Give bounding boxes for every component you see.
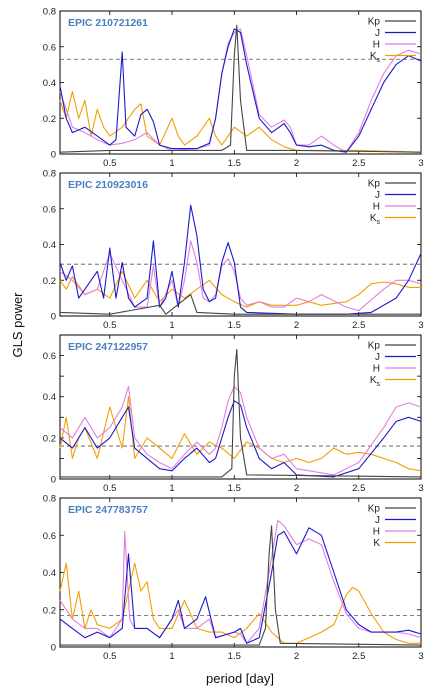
y-tick-label: 0.4 — [43, 240, 56, 251]
legend-label: Ks — [370, 213, 381, 226]
x-tick-label: 0.5 — [103, 158, 116, 169]
x-tick-label: 2.5 — [352, 651, 365, 662]
legend-label: J — [375, 515, 380, 526]
x-tick-label: 2 — [294, 651, 299, 662]
x-tick-label: 0.5 — [103, 320, 116, 331]
y-tick-label: 0.2 — [43, 114, 56, 125]
y-axis-label: GLS power — [10, 292, 25, 358]
x-tick-label: 3 — [418, 651, 423, 662]
y-tick-label: 0.8 — [43, 7, 56, 18]
series-kp-line — [59, 24, 422, 153]
y-tick-label: 0 — [51, 643, 56, 654]
series-j-line — [59, 527, 422, 644]
series-j-line — [59, 204, 422, 315]
panel-title: EPIC 210923016 — [68, 179, 148, 191]
legend-label: Ks — [370, 375, 381, 388]
series-j-line — [59, 28, 422, 153]
panel-3: 0 0.2 0.4 0.6 0.5 1 1.5 2 2.5 3 EPIC 247122957 KpJH… — [43, 334, 424, 494]
x-tick-label: 2.5 — [352, 158, 365, 169]
series-h-line — [59, 385, 422, 476]
legend-label: J — [375, 190, 380, 201]
x-tick-label: 1.5 — [228, 651, 241, 662]
y-tick-label: 0 — [51, 312, 56, 323]
series-ks-line — [59, 90, 422, 153]
y-tick-label: 0.4 — [43, 392, 56, 403]
series-h-line — [59, 240, 422, 312]
x-tick-label: 1 — [169, 320, 174, 331]
series-k-line — [59, 562, 421, 644]
legend-label: H — [373, 364, 380, 375]
panel-title: EPIC 247122957 — [68, 341, 148, 353]
legend-label: H — [373, 40, 380, 51]
legend-label: H — [373, 202, 380, 213]
y-tick-label: 0.2 — [43, 276, 56, 287]
plot-frame — [59, 334, 422, 480]
y-tick-label: 0.8 — [43, 494, 56, 505]
legend-label: Kp — [368, 179, 381, 190]
x-axis-label: period [day] — [206, 671, 274, 686]
y-tick-label: 0.2 — [43, 605, 56, 616]
series-h-line — [59, 28, 422, 153]
x-tick-label: 2 — [294, 320, 299, 331]
legend-label: Kp — [368, 341, 381, 352]
x-tick-label: 3 — [418, 320, 423, 331]
series-ks-line — [59, 396, 422, 472]
x-tick-label: 3 — [418, 158, 423, 169]
y-tick-label: 0.6 — [43, 351, 56, 362]
series-ks-line — [59, 270, 421, 308]
panel-title: EPIC 210721261 — [68, 17, 148, 29]
y-tick-label: 0.4 — [43, 78, 56, 89]
x-tick-label: 0.5 — [103, 483, 116, 494]
x-tick-label: 1 — [169, 483, 174, 494]
x-tick-label: 2.5 — [352, 483, 365, 494]
y-tick-label: 0.8 — [43, 169, 56, 180]
panel-4: 0 0.2 0.4 0.6 0.8 0.5 1 1.5 2 2.5 3 EPIC 247783757 K… — [43, 494, 424, 663]
panel-title: EPIC 247783757 — [68, 504, 148, 516]
x-tick-label: 2 — [294, 483, 299, 494]
series-kp-line — [60, 348, 422, 478]
x-tick-label: 3 — [418, 483, 423, 494]
y-tick-label: 0.6 — [43, 531, 56, 542]
panel-1: 0 0.2 0.4 0.6 0.8 0.5 1 1.5 2 2.5 3 EPIC 210721261 K… — [43, 7, 424, 170]
y-tick-label: 0.6 — [43, 204, 56, 215]
legend-label: H — [373, 527, 380, 538]
x-tick-label: 1.5 — [228, 158, 241, 169]
y-tick-label: 0.4 — [43, 568, 56, 579]
y-tick-label: 0.2 — [43, 433, 56, 444]
y-tick-label: 0 — [51, 150, 56, 161]
legend-label: Kp — [368, 504, 381, 515]
x-tick-label: 1.5 — [228, 483, 241, 494]
legend-label: J — [375, 352, 380, 363]
x-tick-label: 2 — [294, 158, 299, 169]
legend-label: Ks — [370, 51, 381, 64]
panel-2: 0 0.2 0.4 0.6 0.8 0.5 1 1.5 2 2.5 3 EPIC 210923016 K… — [43, 169, 424, 332]
legend-label: J — [375, 28, 380, 39]
x-tick-label: 1 — [169, 651, 174, 662]
series-kp-line — [60, 525, 422, 646]
series-kp-line — [59, 294, 421, 315]
legend-label: Kp — [368, 17, 381, 28]
plot-frame — [59, 172, 422, 317]
x-tick-label: 2.5 — [352, 320, 365, 331]
y-tick-label: 0.6 — [43, 42, 56, 53]
x-tick-label: 1 — [169, 158, 174, 169]
legend-label: K — [373, 538, 380, 549]
y-tick-label: 0 — [51, 475, 56, 486]
x-tick-label: 0.5 — [103, 651, 116, 662]
x-tick-label: 1.5 — [228, 320, 241, 331]
